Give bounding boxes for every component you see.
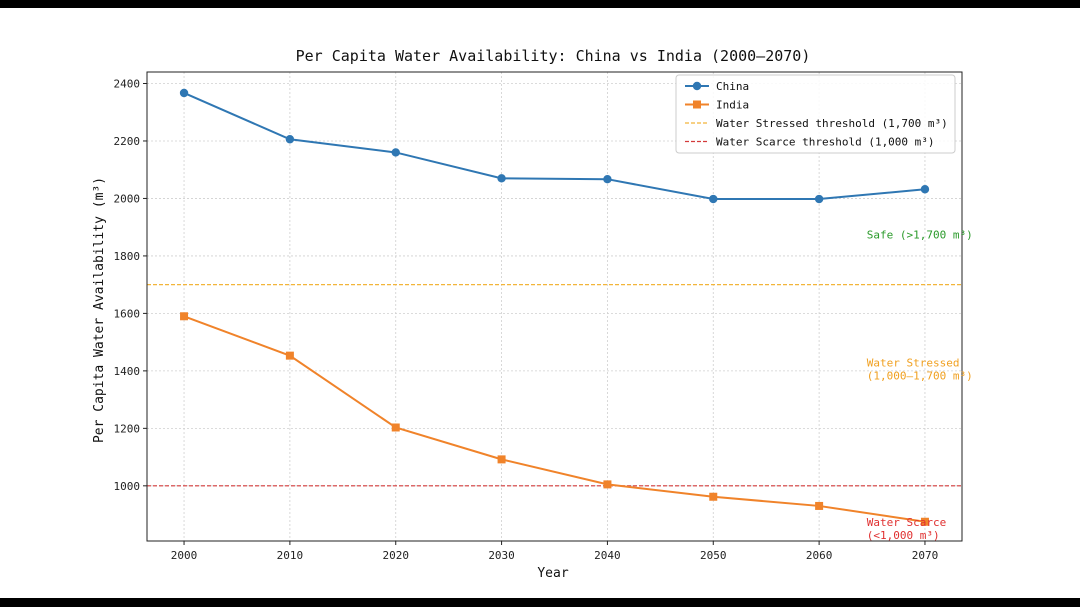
top-black-bar (0, 0, 1080, 8)
y-tick-label: 2200 (114, 135, 141, 148)
data-point (180, 312, 189, 321)
annotation-text: (<1,000 m³) (867, 529, 940, 542)
y-axis-label: Per Capita Water Availability (m³) (92, 177, 107, 443)
y-tick-label: 1400 (114, 365, 141, 378)
x-tick-label: 2070 (912, 549, 939, 562)
y-tick-label: 2000 (114, 192, 141, 205)
legend: China India Water Stressed threshold (1,70… (675, 74, 956, 154)
data-point (920, 185, 930, 194)
y-tick-label: 1000 (114, 480, 141, 493)
data-point (285, 351, 294, 360)
annotation-text: (1,000–1,700 m³) (867, 370, 973, 383)
data-point (497, 455, 506, 464)
legend-item: India (685, 99, 749, 112)
data-point (920, 517, 929, 526)
data-point (709, 194, 718, 204)
legend-item: China (685, 80, 749, 93)
data-point (391, 423, 400, 432)
legend-item: Water Scarce threshold (1,000 m³) (685, 136, 935, 149)
data-point (179, 88, 189, 98)
legend-label: Water Scarce threshold (1,000 m³) (716, 136, 935, 149)
y-tick-label: 1600 (114, 307, 141, 320)
series-india (180, 312, 929, 526)
series-group (179, 88, 930, 526)
data-point (815, 501, 824, 510)
annotation-text: Water Scarce (867, 516, 946, 529)
data-point (285, 135, 295, 144)
x-axis-label: Year (537, 566, 568, 581)
series-line (183, 92, 926, 201)
y-tick-label: 2400 (114, 77, 141, 90)
legend-item: Water Stressed threshold (1,700 m³) (685, 117, 948, 130)
x-tick-label: 2010 (277, 549, 304, 562)
data-point (814, 194, 824, 204)
legend-label: India (716, 99, 749, 112)
annotation-text: Water Stressed (867, 357, 960, 370)
data-point (603, 174, 612, 184)
threshold-lines (147, 284, 962, 487)
x-tick-label: 2040 (594, 549, 621, 562)
x-tick-label: 2050 (700, 549, 727, 562)
legend-box (675, 74, 956, 154)
y-axis-ticks: 1000 1200 1400 1600 1800 2000 2200 2400 (114, 77, 147, 493)
annotations: Safe (>1,700 m³) Water Stressed(1,000–1,7… (867, 229, 973, 542)
series-china (179, 88, 930, 204)
chart-title: Per Capita Water Availability: China vs … (296, 47, 811, 65)
series-line (183, 315, 926, 523)
data-point (497, 174, 506, 183)
x-tick-label: 2030 (488, 549, 515, 562)
y-tick-label: 1200 (114, 422, 141, 435)
plot-frame (146, 71, 963, 542)
data-point (709, 492, 718, 501)
x-axis-ticks: 2000 2010 2020 2030 2040 2050 2060 2070 (171, 541, 938, 562)
legend-swatch-marker (692, 81, 702, 91)
x-tick-label: 2060 (806, 549, 833, 562)
bottom-black-bar (0, 598, 1080, 607)
annotation-text: Safe (>1,700 m³) (867, 229, 973, 242)
legend-label: China (716, 80, 749, 93)
data-point (603, 480, 612, 489)
legend-swatch-marker (693, 100, 701, 109)
y-tick-label: 1800 (114, 250, 141, 263)
x-tick-label: 2020 (382, 549, 409, 562)
x-tick-label: 2000 (171, 549, 198, 562)
data-point (391, 148, 400, 157)
legend-label: Water Stressed threshold (1,700 m³) (716, 117, 948, 130)
